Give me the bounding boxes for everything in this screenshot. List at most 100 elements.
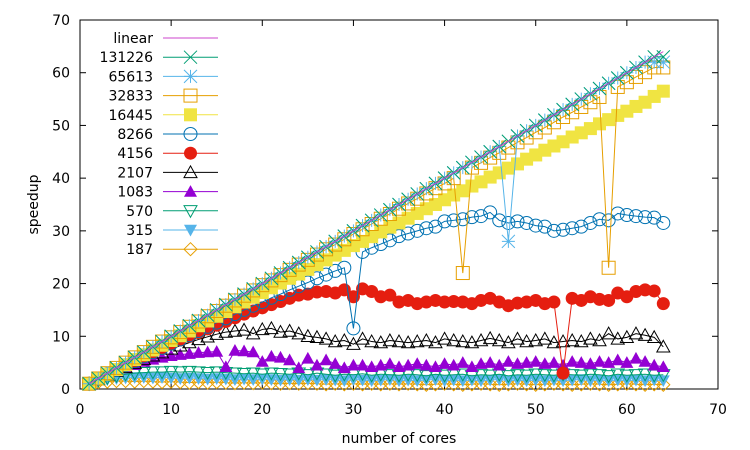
y-axis: 0 10 20 30 40 50 60 70 <box>52 13 718 398</box>
data-point <box>337 260 352 275</box>
data-point <box>328 374 342 387</box>
data-point <box>647 55 662 70</box>
data-point <box>318 331 334 345</box>
data-point <box>327 334 343 348</box>
data-point <box>483 356 497 368</box>
data-point <box>573 334 589 348</box>
data-point <box>637 327 653 341</box>
data-point <box>273 368 288 382</box>
data-point <box>227 323 243 337</box>
data-point <box>392 229 406 244</box>
data-point <box>437 331 452 345</box>
data-point <box>528 368 544 382</box>
data-point <box>483 374 497 387</box>
data-point <box>218 324 234 338</box>
data-point <box>327 376 343 391</box>
plot-frame <box>79 19 719 390</box>
data-point <box>510 357 524 369</box>
data-point <box>574 219 589 234</box>
y-tick-label: 50 <box>52 118 70 134</box>
y-tick-label: 0 <box>61 382 70 398</box>
data-point <box>647 374 661 387</box>
data-point <box>383 288 397 302</box>
data-point <box>264 349 278 362</box>
legend-marker <box>184 108 197 122</box>
data-point <box>519 369 534 383</box>
data-point <box>556 222 571 237</box>
data-point <box>628 209 643 224</box>
data-point <box>564 332 580 347</box>
legend-marker <box>184 146 197 160</box>
data-point <box>255 373 269 386</box>
data-point <box>236 375 252 390</box>
data-point <box>328 263 343 278</box>
series-line-315 <box>88 376 664 385</box>
data-point <box>656 50 671 64</box>
data-point <box>501 375 515 388</box>
data-point <box>209 374 224 390</box>
data-point <box>437 369 452 383</box>
data-point <box>492 213 507 228</box>
data-point <box>291 326 307 340</box>
series-line-187 <box>89 380 664 386</box>
legend-marker <box>183 241 198 257</box>
y-axis-label: speedup <box>26 174 42 234</box>
data-point <box>465 374 479 387</box>
data-point <box>227 367 243 381</box>
y-tick-label: 70 <box>52 13 70 29</box>
legend-label: 16445 <box>108 108 153 124</box>
data-point <box>245 367 261 381</box>
data-point <box>555 334 571 348</box>
x-tick-label: 30 <box>345 402 363 418</box>
data-point <box>301 351 315 364</box>
data-point <box>656 377 671 392</box>
data-point <box>327 369 343 383</box>
data-point <box>309 271 324 286</box>
data-point <box>182 365 197 380</box>
legend-label: 65613 <box>108 69 153 85</box>
data-point <box>656 84 670 98</box>
data-point <box>538 357 552 369</box>
data-point <box>501 234 516 249</box>
data-point <box>556 358 570 371</box>
data-point <box>646 377 662 392</box>
data-point <box>382 332 398 347</box>
legend-label: 570 <box>126 204 153 220</box>
data-point <box>300 369 316 383</box>
data-point <box>638 210 653 225</box>
data-point <box>491 332 507 347</box>
data-point <box>173 348 187 360</box>
data-point <box>419 374 433 387</box>
data-point <box>455 212 470 227</box>
data-point <box>163 374 179 389</box>
data-point <box>638 355 652 367</box>
data-point <box>482 369 498 383</box>
data-point <box>446 213 461 228</box>
data-point <box>547 295 561 309</box>
data-point <box>210 345 224 357</box>
legend-item: 32833 <box>108 88 218 105</box>
legend-item: 131226 <box>100 50 218 66</box>
legend-item: 4156 <box>117 146 218 162</box>
data-point <box>418 370 434 384</box>
data-point <box>118 373 133 389</box>
data-point <box>364 376 379 391</box>
data-point <box>510 376 525 391</box>
data-point <box>546 223 561 238</box>
data-point <box>455 334 471 348</box>
data-point <box>610 331 626 345</box>
data-point <box>309 376 325 391</box>
data-point <box>602 293 616 307</box>
data-point <box>383 357 397 369</box>
legend-label: 32833 <box>108 89 153 105</box>
data-point <box>656 215 671 230</box>
data-point <box>300 275 315 290</box>
data-point <box>593 355 607 367</box>
data-point <box>464 335 480 349</box>
data-point <box>473 369 489 383</box>
data-point <box>501 355 515 367</box>
legend-item: 315 <box>126 223 218 239</box>
data-point <box>410 223 425 238</box>
data-point <box>191 366 206 380</box>
series-1083 <box>82 344 670 389</box>
